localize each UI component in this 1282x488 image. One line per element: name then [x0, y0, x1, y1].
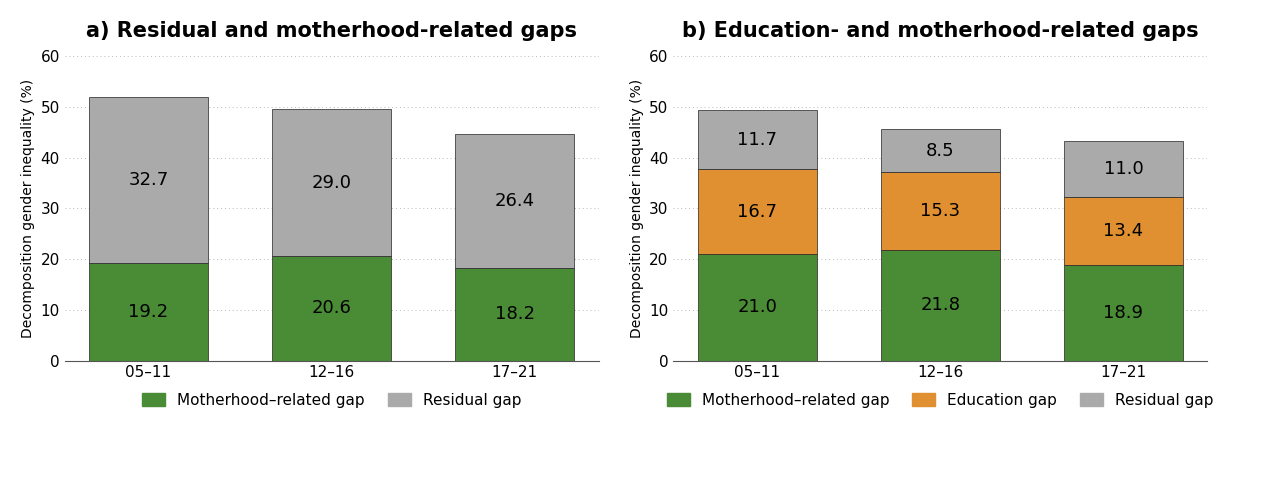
Bar — [1064, 197, 1183, 265]
Text: 29.0: 29.0 — [312, 174, 351, 192]
Text: 18.9: 18.9 — [1104, 304, 1144, 322]
Bar — [697, 110, 817, 169]
Bar — [88, 98, 208, 263]
Bar — [1064, 141, 1183, 197]
Text: 32.7: 32.7 — [128, 171, 168, 189]
Y-axis label: Decomposition gender inequality (%): Decomposition gender inequality (%) — [629, 79, 644, 338]
Y-axis label: Decomposition gender inequality (%): Decomposition gender inequality (%) — [21, 79, 35, 338]
Text: 21.0: 21.0 — [737, 298, 777, 316]
Bar — [455, 134, 574, 268]
Bar — [1064, 265, 1183, 361]
Title: b) Education- and motherhood-related gaps: b) Education- and motherhood-related gap… — [682, 21, 1199, 41]
Text: 20.6: 20.6 — [312, 299, 351, 317]
Bar — [272, 109, 391, 256]
Text: 19.2: 19.2 — [128, 303, 168, 321]
Bar — [697, 169, 817, 254]
Bar — [272, 256, 391, 361]
Text: 11.7: 11.7 — [737, 131, 777, 149]
Text: 18.2: 18.2 — [495, 305, 535, 324]
Legend: Motherhood–related gap, Education gap, Residual gap: Motherhood–related gap, Education gap, R… — [660, 386, 1220, 414]
Text: 15.3: 15.3 — [920, 202, 960, 220]
Text: 13.4: 13.4 — [1104, 222, 1144, 240]
Text: 16.7: 16.7 — [737, 203, 777, 221]
Bar — [697, 254, 817, 361]
Text: 26.4: 26.4 — [495, 192, 535, 210]
Title: a) Residual and motherhood-related gaps: a) Residual and motherhood-related gaps — [86, 21, 577, 41]
Bar — [455, 268, 574, 361]
Text: 8.5: 8.5 — [926, 142, 955, 160]
Text: 21.8: 21.8 — [920, 296, 960, 314]
Bar — [881, 172, 1000, 250]
Bar — [88, 263, 208, 361]
Bar — [881, 129, 1000, 172]
Bar — [881, 250, 1000, 361]
Legend: Motherhood–related gap, Residual gap: Motherhood–related gap, Residual gap — [136, 386, 527, 414]
Text: 11.0: 11.0 — [1104, 160, 1144, 178]
